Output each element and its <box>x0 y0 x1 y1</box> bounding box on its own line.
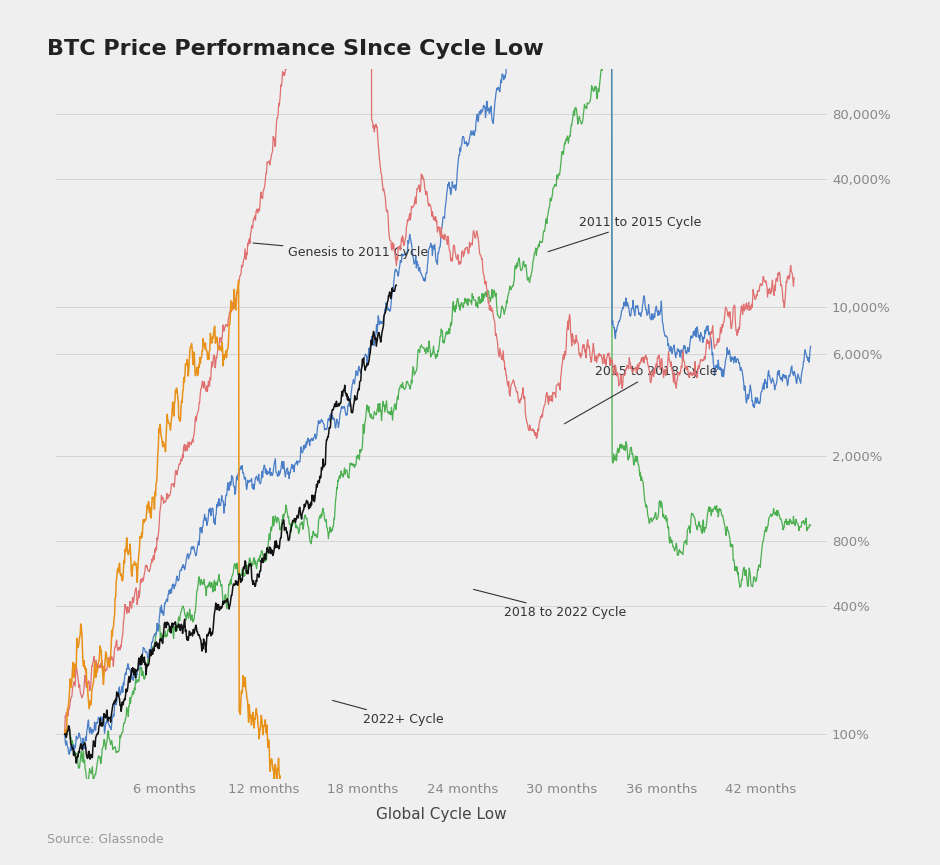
Text: 2015 to 2018 Cycle: 2015 to 2018 Cycle <box>564 365 717 424</box>
Text: 2018 to 2022 Cycle: 2018 to 2022 Cycle <box>474 589 626 619</box>
X-axis label: Global Cycle Low: Global Cycle Low <box>377 807 507 823</box>
Text: Genesis to 2011 Cycle: Genesis to 2011 Cycle <box>253 243 429 259</box>
Text: BTC Price Performance SInce Cycle Low: BTC Price Performance SInce Cycle Low <box>47 39 543 59</box>
Text: 2022+ Cycle: 2022+ Cycle <box>333 701 444 726</box>
Text: 2011 to 2015 Cycle: 2011 to 2015 Cycle <box>548 215 701 252</box>
Text: Source: Glassnode: Source: Glassnode <box>47 833 164 846</box>
